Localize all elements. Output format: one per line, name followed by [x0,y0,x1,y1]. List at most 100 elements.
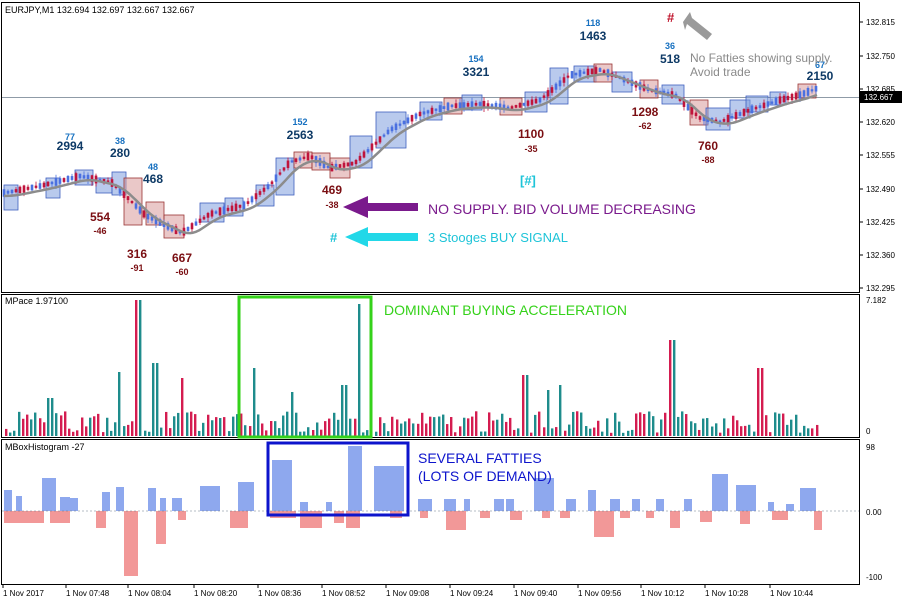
volume-label-down-delta: -35 [524,144,537,154]
bull-candle [434,108,438,111]
time-tick-label: 1 Nov 08:20 [194,589,238,598]
time-tick-label: 1 Nov 09:08 [386,589,430,598]
mpace-bar-teal [711,426,714,436]
bull-candle [446,102,450,111]
several-fatties-box [266,441,410,517]
mbox-bar-positive [712,474,728,511]
volume-label-up-count: 48 [148,162,158,172]
bull-candle [538,97,542,103]
bear-candle [262,187,266,192]
mpace-bar-teal [774,412,777,436]
mpace-bar-teal [9,432,12,436]
bull-candle [166,223,170,230]
several-fatties-text-1: SEVERAL FATTIES [418,450,542,466]
mpace-bar-crimson [207,414,210,436]
bear-candle [202,216,206,220]
bull-candle [766,101,770,107]
bear-candle [246,201,250,204]
bear-candle [90,175,94,182]
bull-candle [554,83,558,90]
volume-label-up-count: 67 [815,60,825,70]
bear-candle [258,191,262,195]
mpace-bar-teal [202,422,205,436]
mbox-bar-positive [374,466,404,511]
mpace-bar-teal [173,416,176,436]
mpace-bar-crimson [446,424,449,436]
mpace-bar-teal [244,425,247,436]
stooges-arrow [345,227,418,247]
mbox-panel-frame [1,439,860,585]
mpace-bar-crimson [85,426,88,436]
mpace-bar-crimson [740,426,743,436]
bull-candle [366,149,370,153]
axes: 132.815 132.750 132.685 132.620 132.555 132.4… [2,18,902,598]
bear-candle [546,90,550,97]
bear-candle [466,102,470,107]
bear-candle [310,155,314,159]
price-tick-label: 132.555 [866,151,895,160]
bear-candle [694,112,698,117]
mpace-bar-crimson [635,413,638,436]
bull-candle [582,71,586,74]
bull-candle [462,102,466,108]
volume-label-up-count: 154 [468,54,483,64]
bull-candle [314,156,318,164]
mpace-bar-teal [547,390,550,436]
mpace-bar-teal [795,414,798,436]
mpace-bar-crimson [769,432,772,436]
time-tick-label: 1 Nov 08:04 [128,589,172,598]
bear-candle [278,172,282,175]
mpace-bar-crimson [475,411,478,436]
mpace-bar-teal [723,418,726,436]
bear-candle [734,112,738,120]
mbox-bar-negative [740,511,750,524]
mpace-bar-teal [366,430,369,436]
bull-candle [50,181,54,185]
bear-candle [230,205,234,212]
bear-candle [698,116,702,120]
mbox-bar-negative [670,511,680,528]
bear-candle [602,70,606,73]
mpace-bar-crimson [643,413,646,436]
mpace-bar-teal [753,431,756,436]
bull-candle [274,174,278,182]
mpace-bar-teal [778,413,781,436]
mpace-bar-crimson [265,430,268,436]
bear-candle [234,203,238,212]
mpace-bar-crimson [240,413,243,436]
mpace-bar-crimson [194,414,197,436]
no-fatties-arrow [683,12,712,40]
bull-candle [266,184,270,190]
mbox-bar-negative [446,511,466,530]
mbox-bar-negative [156,511,166,544]
bull-candle [118,187,122,194]
volume-label-up-value: 2994 [57,139,84,153]
bear-candle [226,207,230,211]
volume-label-up-count: 118 [586,18,601,28]
bear-candle [586,68,590,76]
mpace-bar-teal [438,416,441,436]
bull-candle [450,104,454,108]
mbox-bar-positive [102,492,110,511]
bull-candle [6,190,10,194]
bull-candle [66,175,70,183]
mpace-bar-crimson [639,412,642,436]
bear-candle [690,106,694,115]
bear-candle [518,103,522,108]
bear-candle [62,178,66,182]
bear-candle [786,95,790,101]
bear-candle [42,182,46,188]
mpace-bar-teal [114,422,117,436]
vsa-up-box [769,91,787,106]
bear-candle [418,111,422,117]
mpace-bar-crimson [181,378,184,436]
mpace-bar-teal [387,431,390,436]
mpace-bar-crimson [249,426,252,436]
mbox-bar-negative [178,511,186,520]
mpace-bar-crimson [60,415,63,436]
mpace-bar-teal [303,431,306,436]
mbox-bar-negative [480,511,490,518]
volume-label-up-value: 1463 [580,29,607,43]
bear-candle [526,100,530,106]
mpace-bar-teal [333,412,336,436]
